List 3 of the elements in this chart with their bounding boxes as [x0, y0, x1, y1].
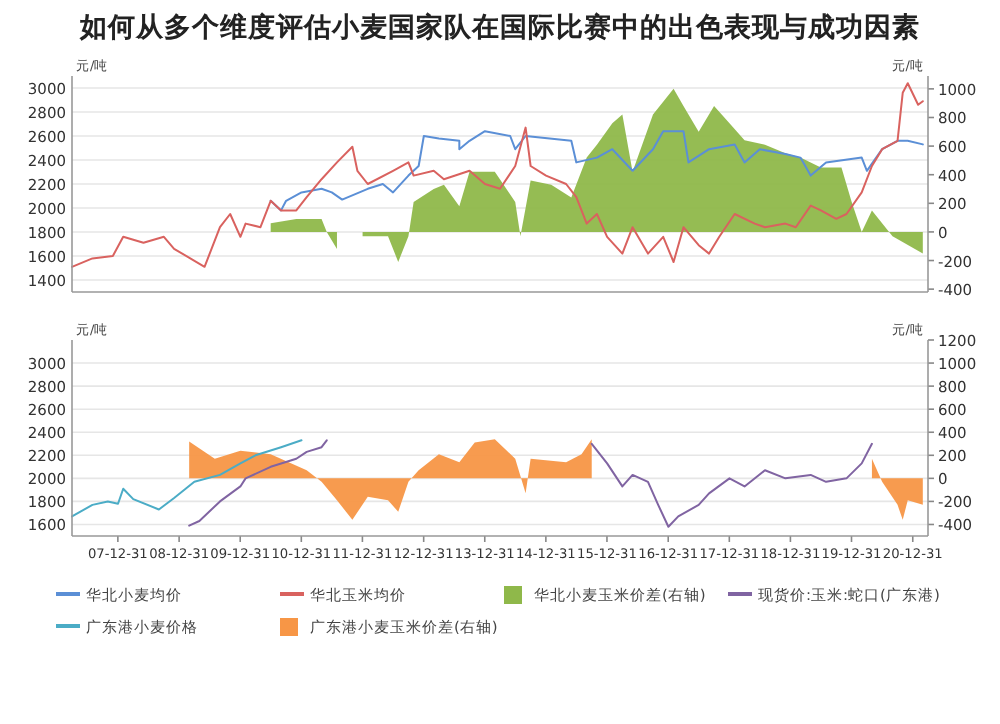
line-series [71, 439, 303, 518]
chart-title: 如何从多个维度评估小麦国家队在国际比赛中的出色表现与成功因素 [78, 10, 920, 44]
line-series [71, 82, 924, 268]
